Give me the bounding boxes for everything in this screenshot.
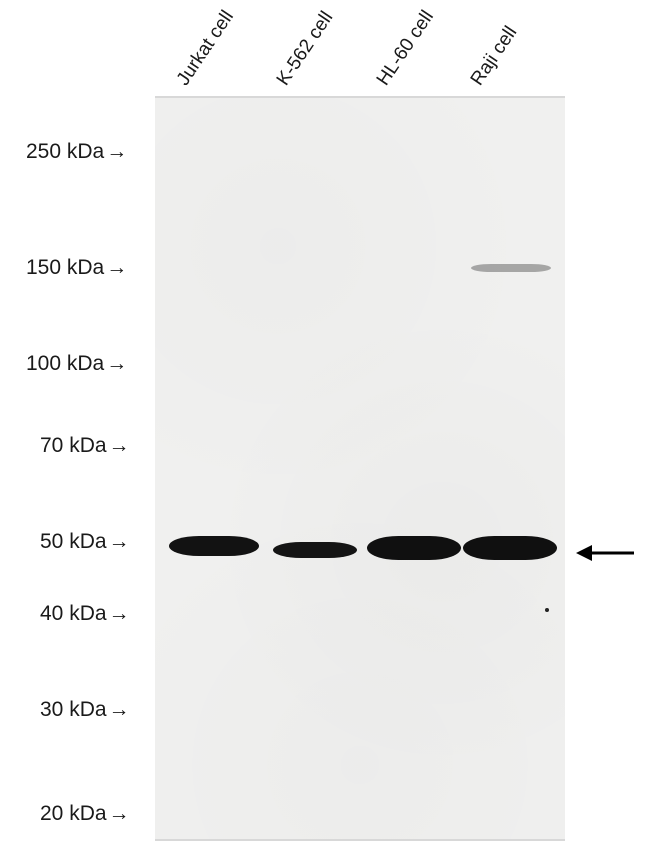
arrow-right-icon: → [109,530,130,554]
mw-text: 70 kDa [40,434,107,458]
arrow-right-icon: → [106,352,127,376]
faint-band-lane4-150kda [471,264,551,272]
mw-label-250: 250 kDa→ [26,140,127,164]
arrow-right-icon: → [109,802,130,826]
arrow-right-icon: → [109,434,130,458]
mw-label-100: 100 kDa→ [26,352,127,376]
membrane-noise [155,98,565,839]
mw-label-70: 70 kDa→ [40,434,130,458]
band-lane4-50kda [463,536,557,560]
mw-label-50: 50 kDa→ [40,530,130,554]
arrow-right-icon: → [109,698,130,722]
mw-text: 40 kDa [40,602,107,626]
mw-label-150: 150 kDa→ [26,256,127,280]
band-lane2-50kda [273,542,357,558]
arrow-right-icon: → [106,140,127,164]
lane-label-4: Raji cell [467,23,522,90]
mw-text: 250 kDa [26,140,104,164]
mw-label-20: 20 kDa→ [40,802,130,826]
mw-text: 150 kDa [26,256,104,280]
lane-label-1: Jurkat cell [173,7,239,90]
blot-membrane [155,96,565,841]
band-lane3-50kda [367,536,461,560]
arrow-right-icon: → [106,256,127,280]
arrow-right-icon: → [109,602,130,626]
artifact-dot [545,608,549,612]
lane-label-2: K-562 cell [273,8,338,90]
mw-text: 100 kDa [26,352,104,376]
mw-label-30: 30 kDa→ [40,698,130,722]
lane-labels: Jurkat cell K-562 cell HL-60 cell Raji c… [155,0,565,96]
mw-text: 30 kDa [40,698,107,722]
mw-label-40: 40 kDa→ [40,602,130,626]
lane-label-3: HL-60 cell [373,7,439,90]
mw-text: 20 kDa [40,802,107,826]
band-lane1-50kda [169,536,259,556]
band-indicator-arrow-icon [576,540,636,571]
mw-text: 50 kDa [40,530,107,554]
